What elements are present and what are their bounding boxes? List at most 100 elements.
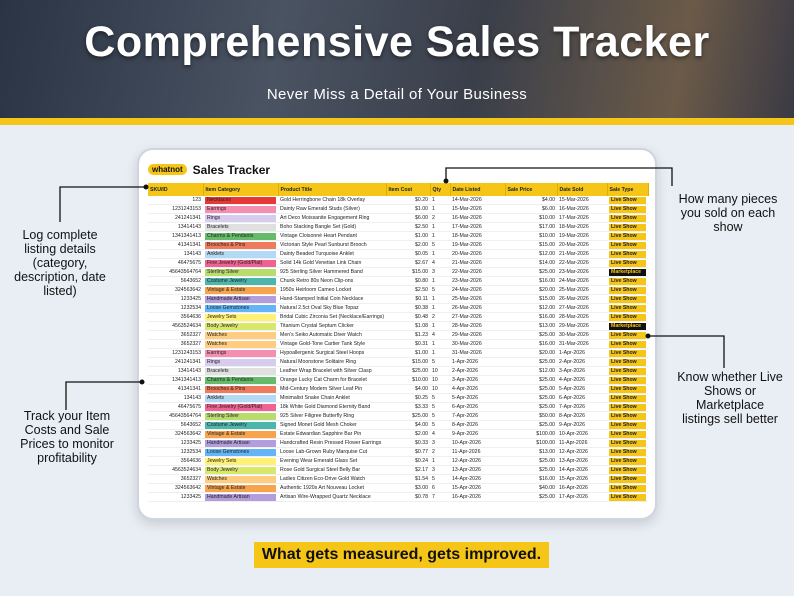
table-row: 241241341 Rings Art Deco Moissanite Engage… bbox=[148, 213, 648, 223]
cell: Vintage Gold-Tone Cartier Tank Style bbox=[278, 339, 386, 349]
cell: $4.00 bbox=[386, 384, 430, 394]
category-tag: Costume Jewelry bbox=[205, 421, 276, 429]
sale-type-cell: Live Show bbox=[607, 339, 648, 349]
sale-type-cell: Live Show bbox=[607, 393, 648, 403]
cell: $17.00 bbox=[505, 222, 557, 232]
sale-type-cell: Live Show bbox=[607, 492, 648, 502]
sale-type-tag: Live Show bbox=[609, 331, 646, 339]
sale-type-tag: Live Show bbox=[609, 205, 646, 213]
cell: $1.08 bbox=[386, 321, 430, 331]
cell: 134143 bbox=[148, 393, 203, 403]
cell: 5 bbox=[430, 357, 450, 367]
table-row: 5643652 Costume Jewelry Chunk Retro 80s Ne… bbox=[148, 276, 648, 286]
cell: $15.00 bbox=[505, 240, 557, 250]
table-body: 123 Necklaces Gold Herringbone Chain 18k O… bbox=[148, 196, 648, 502]
cell: $1.54 bbox=[386, 474, 430, 484]
cell: 13-Apr-2026 bbox=[450, 465, 505, 475]
category-tag: Anklets bbox=[205, 394, 276, 402]
cell: 29-Mar-2026 bbox=[557, 321, 607, 331]
cell: 19-Mar-2026 bbox=[557, 231, 607, 241]
cell: 11-Apr-2026 bbox=[557, 438, 607, 448]
category-cell: Handmade Artisan bbox=[203, 438, 278, 448]
cell: 1341341413 bbox=[148, 375, 203, 385]
cell: 19-Mar-2026 bbox=[450, 240, 505, 250]
category-tag: Earrings bbox=[205, 205, 276, 213]
cell: Handcrafted Resin Pressed Flower Earring… bbox=[278, 438, 386, 448]
cell: 1 bbox=[430, 303, 450, 313]
table-row: 13414143 Bracelets Boho Stacking Bangle Se… bbox=[148, 222, 648, 232]
sale-type-cell: Live Show bbox=[607, 213, 648, 223]
sale-type-tag: Live Show bbox=[609, 394, 646, 402]
cell: Orange Lucky Cat Charm for Bracelet bbox=[278, 375, 386, 385]
cell: 27-Mar-2026 bbox=[450, 312, 505, 322]
cell: $2.67 bbox=[386, 258, 430, 268]
cell: $25.00 bbox=[505, 393, 557, 403]
cell: 5 bbox=[430, 402, 450, 412]
sale-type-cell: Live Show bbox=[607, 249, 648, 259]
sale-type-tag: Live Show bbox=[609, 484, 646, 492]
sale-type-tag: Live Show bbox=[609, 340, 646, 348]
cell: $100.00 bbox=[505, 438, 557, 448]
cell: $14.00 bbox=[505, 258, 557, 268]
tagline: What gets measured, gets improved. bbox=[254, 542, 549, 568]
category-cell: Costume Jewelry bbox=[203, 276, 278, 286]
cell: Dainty Raw Emerald Studs (Silver) bbox=[278, 204, 386, 214]
cell: $25.00 bbox=[505, 420, 557, 430]
sale-type-tag: Live Show bbox=[609, 250, 646, 258]
cell: 16-Apr-2026 bbox=[450, 492, 505, 502]
table-row: 46475675 Fine Jewelry (Gold/Plat) 18k Whit… bbox=[148, 402, 648, 412]
cell: 14-Apr-2026 bbox=[557, 465, 607, 475]
category-cell: Body Jewelry bbox=[203, 465, 278, 475]
sale-type-tag: Live Show bbox=[609, 259, 646, 267]
sale-type-tag: Live Show bbox=[609, 466, 646, 474]
category-tag: Charms & Pendants bbox=[205, 376, 276, 384]
cell: 15-Mar-2026 bbox=[557, 196, 607, 205]
cell: 1231243153 bbox=[148, 348, 203, 358]
sale-type-tag: Live Show bbox=[609, 493, 646, 501]
cell: Authentic 1920s Art Nouveau Locket bbox=[278, 483, 386, 493]
category-cell: Charms & Pendants bbox=[203, 231, 278, 241]
cell: 27-Mar-2026 bbox=[557, 303, 607, 313]
cell: $1.00 bbox=[386, 231, 430, 241]
cell: 15-Apr-2026 bbox=[557, 474, 607, 484]
category-tag: Costume Jewelry bbox=[205, 277, 276, 285]
cell: 8-Apr-2026 bbox=[557, 411, 607, 421]
annotation: How many pieces you sold on each show bbox=[678, 192, 778, 234]
cell: $25.00 bbox=[505, 402, 557, 412]
cell: 7 bbox=[430, 492, 450, 502]
sale-type-tag: Live Show bbox=[609, 367, 646, 375]
table-row: 45643564764 Sterling Silver 925 Silver Fil… bbox=[148, 411, 648, 421]
cell: 5-Apr-2026 bbox=[557, 384, 607, 394]
cell: Dainty Beaded Turquoise Anklet bbox=[278, 249, 386, 259]
sale-type-cell: Live Show bbox=[607, 402, 648, 412]
cell: $1.23 bbox=[386, 330, 430, 340]
cell: 123 bbox=[148, 196, 203, 205]
cell: $10.00 bbox=[386, 375, 430, 385]
cell: $12.00 bbox=[505, 249, 557, 259]
cell: Evening Wear Emerald Glass Set bbox=[278, 456, 386, 466]
category-tag: Fine Jewelry (Gold/Plat) bbox=[205, 259, 276, 267]
category-cell: Loose Gemstones bbox=[203, 447, 278, 457]
sale-type-cell: Live Show bbox=[607, 231, 648, 241]
cell: $0.20 bbox=[386, 196, 430, 205]
table-row: 134143 Anklets Dainty Beaded Turquoise Ank… bbox=[148, 249, 648, 259]
cell: 23-Mar-2026 bbox=[557, 267, 607, 277]
category-cell: Bracelets bbox=[203, 222, 278, 232]
column-header: Sale Price bbox=[505, 183, 558, 196]
cell: 324563642 bbox=[148, 285, 203, 295]
column-header: SKU/ID bbox=[148, 183, 204, 196]
category-cell: Vintage & Estate bbox=[203, 285, 278, 295]
table-row: 3564636 Jewelry Sets Bridal Cubic Zirconia… bbox=[148, 312, 648, 322]
cell: 41341341 bbox=[148, 384, 203, 394]
cell: 6-Apr-2026 bbox=[557, 393, 607, 403]
table-row: 123 Necklaces Gold Herringbone Chain 18k O… bbox=[148, 196, 648, 205]
subtitle: Never Miss a Detail of Your Business bbox=[266, 86, 528, 103]
cell: 30-Mar-2026 bbox=[557, 330, 607, 340]
column-header: Product Title bbox=[278, 183, 387, 196]
cell: Natural 2.5ct Oval Sky Blue Topaz bbox=[278, 303, 386, 313]
cell: Art Deco Moissanite Engagement Ring bbox=[278, 213, 386, 223]
cell: $16.00 bbox=[505, 312, 557, 322]
cell: $0.11 bbox=[386, 294, 430, 304]
cell: 10-Apr-2026 bbox=[557, 429, 607, 439]
